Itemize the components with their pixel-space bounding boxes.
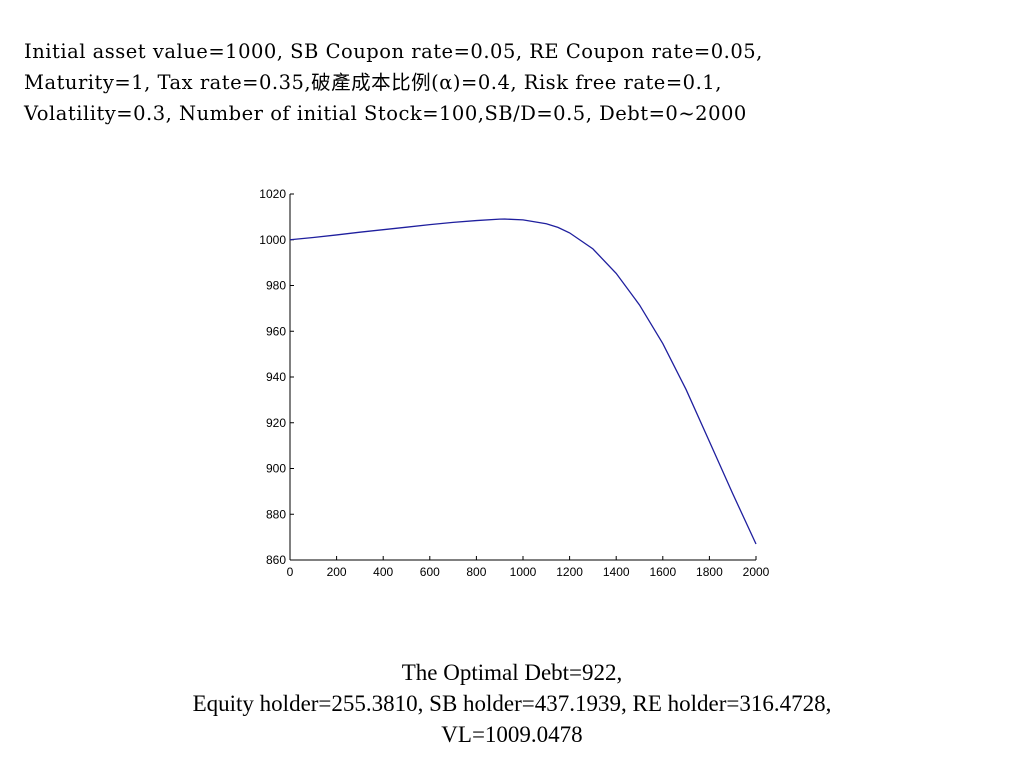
x-tick-label: 1800 (696, 565, 723, 579)
x-tick-label: 400 (373, 565, 393, 579)
x-tick-label: 2000 (743, 565, 770, 579)
x-tick-label: 200 (327, 565, 347, 579)
series-line-1 (289, 218, 757, 545)
y-tick-label: 980 (266, 279, 286, 293)
y-tick-label: 880 (266, 507, 286, 521)
y-tick-label: 860 (266, 553, 286, 567)
y-tick-label: 1020 (259, 187, 286, 201)
y-tick-label: 940 (266, 370, 286, 384)
x-tick-label: 1200 (556, 565, 583, 579)
x-tick-label: 1000 (510, 565, 537, 579)
x-tick-label: 600 (420, 565, 440, 579)
y-tick-label: 900 (266, 462, 286, 476)
x-tick-label: 1600 (649, 565, 676, 579)
firm-value-text: VL=1009.0478 (441, 722, 583, 747)
parameter-text: Initial asset value=1000, SB Coupon rate… (24, 36, 763, 129)
result-summary: The Optimal Debt=922, Equity holder=255.… (0, 657, 1024, 750)
y-tick-label: 920 (266, 416, 286, 430)
x-tick-label: 1400 (603, 565, 630, 579)
parameter-line-1: Initial asset value=1000, SB Coupon rate… (24, 40, 763, 63)
x-tick-label: 800 (466, 565, 486, 579)
line-chart: 0 200 400 600 800 1000 1200 1400 1600 1800 2000 860… (259, 187, 770, 579)
parameter-line-2: Maturity=1, Tax rate=0.35,破產成本比例(α)=0.4,… (24, 71, 722, 94)
y-tick-label: 1000 (259, 233, 286, 247)
holder-values-text: Equity holder=255.3810, SB holder=437.19… (192, 691, 832, 716)
y-tick-label: 960 (266, 324, 286, 338)
optimal-debt-text: The Optimal Debt=922, (401, 660, 623, 685)
x-tick-label: 0 (287, 565, 294, 579)
parameter-line-3: Volatility=0.3, Number of initial Stock=… (24, 102, 747, 125)
